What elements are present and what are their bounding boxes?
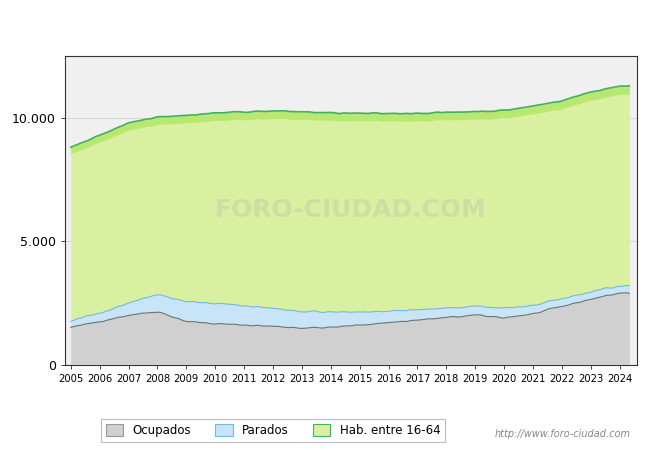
Legend: Ocupados, Parados, Hab. entre 16-64: Ocupados, Parados, Hab. entre 16-64 [101, 419, 445, 442]
Text: FORO-CIUDAD.COM: FORO-CIUDAD.COM [215, 198, 487, 222]
Text: El Escorial - Evolucion de la poblacion en edad de Trabajar Mayo de 2024: El Escorial - Evolucion de la poblacion … [81, 17, 569, 30]
Text: http://www.foro-ciudad.com: http://www.foro-ciudad.com [495, 429, 630, 439]
